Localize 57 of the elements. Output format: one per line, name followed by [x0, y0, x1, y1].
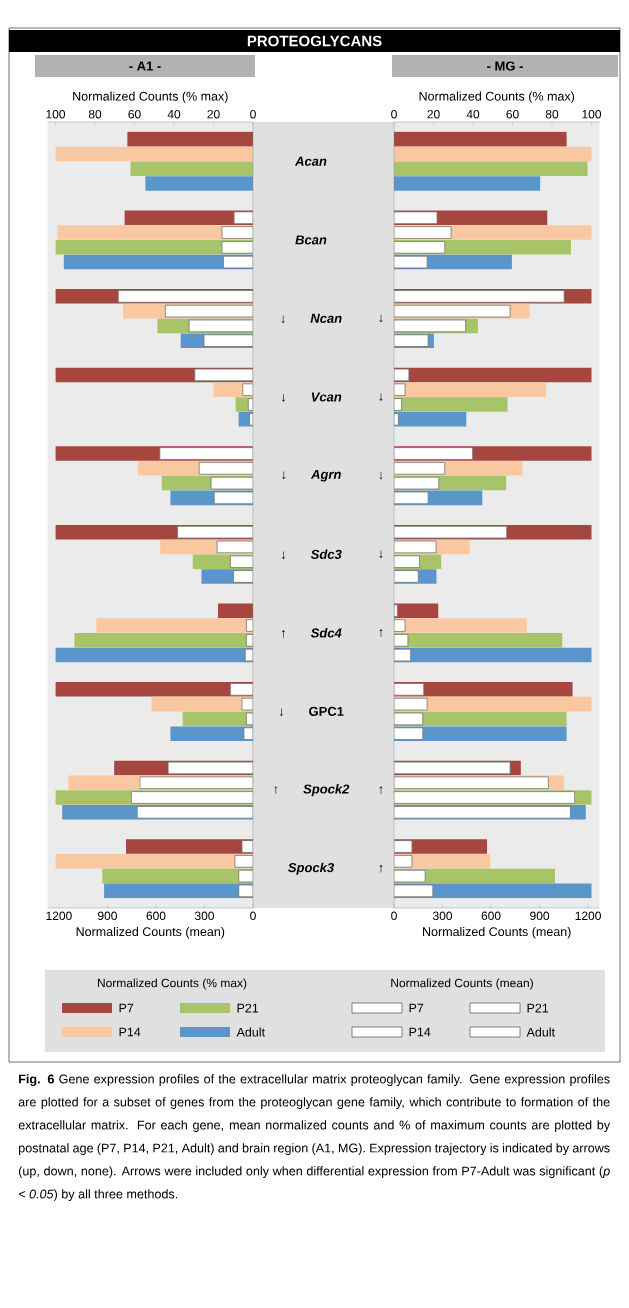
y-tick-label: ↓	[379, 393, 383, 401]
y-tick-label: ↓ GPC1	[279, 706, 344, 717]
x2-tick-label: 80	[545, 109, 559, 119]
category-label: ↓ Sdc3	[281, 549, 342, 560]
x2-tick-label: 60	[506, 109, 519, 119]
x-tick-label: 0	[391, 911, 397, 921]
legend-label: P21	[527, 1003, 549, 1013]
legend-title: Normalized Counts (mean)	[391, 978, 533, 990]
x2-tick-label: 0	[391, 109, 397, 119]
y-tick-label: ↓	[379, 471, 383, 480]
y-tick-label: Bcan	[295, 235, 327, 245]
x2-tick-label: 100	[46, 109, 66, 119]
x2-tick-label: 40	[466, 109, 480, 119]
category-label: ↑ Sdc4	[281, 628, 342, 638]
legend-label: Adult	[526, 1027, 555, 1037]
legend-label: P14	[119, 1027, 141, 1037]
y-tick-label: Acan	[294, 156, 327, 166]
chart-subtitle: - MG -	[487, 61, 523, 71]
x-tick-label: 1200	[575, 911, 601, 921]
x2-tick-label: 60	[128, 109, 141, 119]
legend-label: P14	[409, 1027, 431, 1037]
y-tick-label: ↓	[379, 550, 383, 559]
x2-tick-label: 80	[88, 109, 102, 119]
y-tick-label: ↑	[379, 786, 383, 794]
x2-tick-label: 20	[207, 109, 220, 119]
y-tick-label: ↑	[379, 864, 383, 873]
y-tick-label: Spock3	[288, 862, 334, 875]
x2-tick-label: 20	[427, 109, 440, 119]
x2-tick-label: 100	[582, 109, 602, 119]
text: PROTEOGLYCANS	[247, 35, 382, 47]
x-tick-label: 1200	[46, 911, 72, 921]
x-axis-title: Normalized Counts (mean)	[423, 926, 571, 939]
y-tick-label: ↓	[379, 314, 383, 323]
legend-label: P7	[409, 1003, 424, 1013]
chart-subtitle: - A1 -	[129, 61, 161, 71]
text: Fig. 6 Gene expression profiles of the extracellular matrix proteoglycan family. Gene expression profiles are plotted for a subset of genes from the proteoglycan gene family, which contribute to formation of the extracellular matrix. For each gene, mean normalized counts and % of maximum counts are plotted by postnatal age (P7, P14, P21, Adult) and brain region (A1, MG). Expression trajectory is indicated by arrows (up, down, none). Arrows were included only when differential expression from P7-Adult was significant (p < 0.05) by all three methods.	[18, 1074, 611, 1201]
legend-label: Adult	[236, 1027, 265, 1037]
x2-tick-label: 40	[167, 109, 181, 119]
legend-label: P7	[119, 1003, 134, 1013]
x-tick-label: 600	[146, 911, 166, 921]
category-label: ↓ Vcan	[281, 392, 342, 402]
x-tick-label: 0	[250, 911, 256, 921]
x-tick-label: 900	[97, 911, 117, 921]
x-tick-label: 600	[481, 911, 501, 921]
category-label: ↓ Agrn	[282, 469, 341, 482]
category-label: ↑ Spock2	[274, 784, 350, 797]
x-tick-label: 300	[432, 911, 453, 921]
x-axis-title: Normalized Counts (mean)	[76, 926, 225, 939]
x2-tick-label: 0	[250, 109, 256, 119]
x2-axis-title: Normalized Counts (% max)	[419, 91, 575, 104]
legend-label: P21	[237, 1003, 259, 1013]
category-label: ↓ Ncan	[281, 313, 342, 324]
x2-axis-title: Normalized Counts (% max)	[73, 91, 228, 104]
y-tick-label: ↑	[379, 629, 383, 637]
x-tick-label: 300	[194, 911, 215, 921]
x-tick-label: 900	[530, 911, 550, 921]
legend-title: Normalized Counts (% max)	[97, 978, 247, 990]
